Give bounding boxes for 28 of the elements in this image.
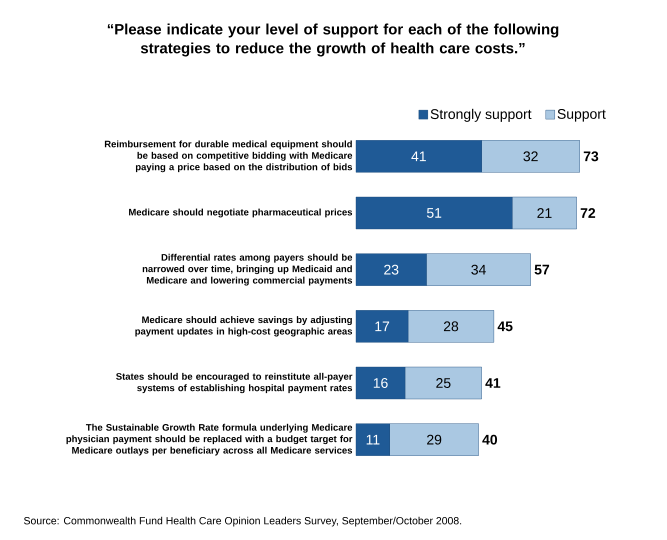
total-label: 45 — [498, 321, 513, 332]
data-label: 11 — [366, 434, 380, 444]
y-tick-label: Reimbursement for durable medical equipment should be based on competitive bidding with Medicare paying a price based on the distribution of bids — [104, 140, 352, 172]
data-label: 21 — [537, 208, 552, 218]
y-tick-label: States should be encouraged to reinstitute all-payer systems of establishing hospital payment rates — [116, 372, 352, 394]
data-label: 16 — [374, 378, 388, 388]
source-note: Source: Commonwealth Fund Health Care Opinion Leaders Survey, September/October 2008. — [24, 516, 462, 526]
data-label: 29 — [427, 434, 442, 445]
y-tick-label: Medicare should negotiate pharmaceutical prices — [129, 208, 352, 218]
data-label: 28 — [444, 321, 458, 332]
y-tick-label: Differential rates among payers should be narrowed over time, bringing up Medicaid and Medicare and lowering commercial payments — [142, 254, 352, 286]
total-label: 73 — [584, 151, 598, 162]
data-label: 23 — [384, 264, 398, 275]
legend-label: Support — [558, 108, 606, 122]
data-label: 34 — [471, 264, 486, 275]
data-label: 41 — [411, 152, 426, 162]
chart-title: “Please indicate your level of support for each of the following strategies to reduce the growth of health care costs.” — [108, 24, 558, 56]
total-label: 57 — [534, 264, 550, 275]
total-label: 72 — [580, 208, 596, 218]
data-label: 17 — [375, 322, 390, 332]
y-tick-label: Medicare should achieve savings by adjusting payment updates in high-cost geographic areas — [135, 316, 352, 336]
total-label: 41 — [485, 378, 500, 388]
data-label: 51 — [426, 208, 442, 218]
data-label: 32 — [523, 151, 538, 162]
data-label: 25 — [436, 378, 451, 388]
y-tick-label: The Sustainable Growth Rate formula underlying Medicare physician payment should be replaced with a budget target for Medicare outlays per beneficiary across all Medicare services — [66, 424, 352, 456]
legend-label: Strongly support — [430, 108, 532, 122]
total-label: 40 — [482, 434, 498, 445]
